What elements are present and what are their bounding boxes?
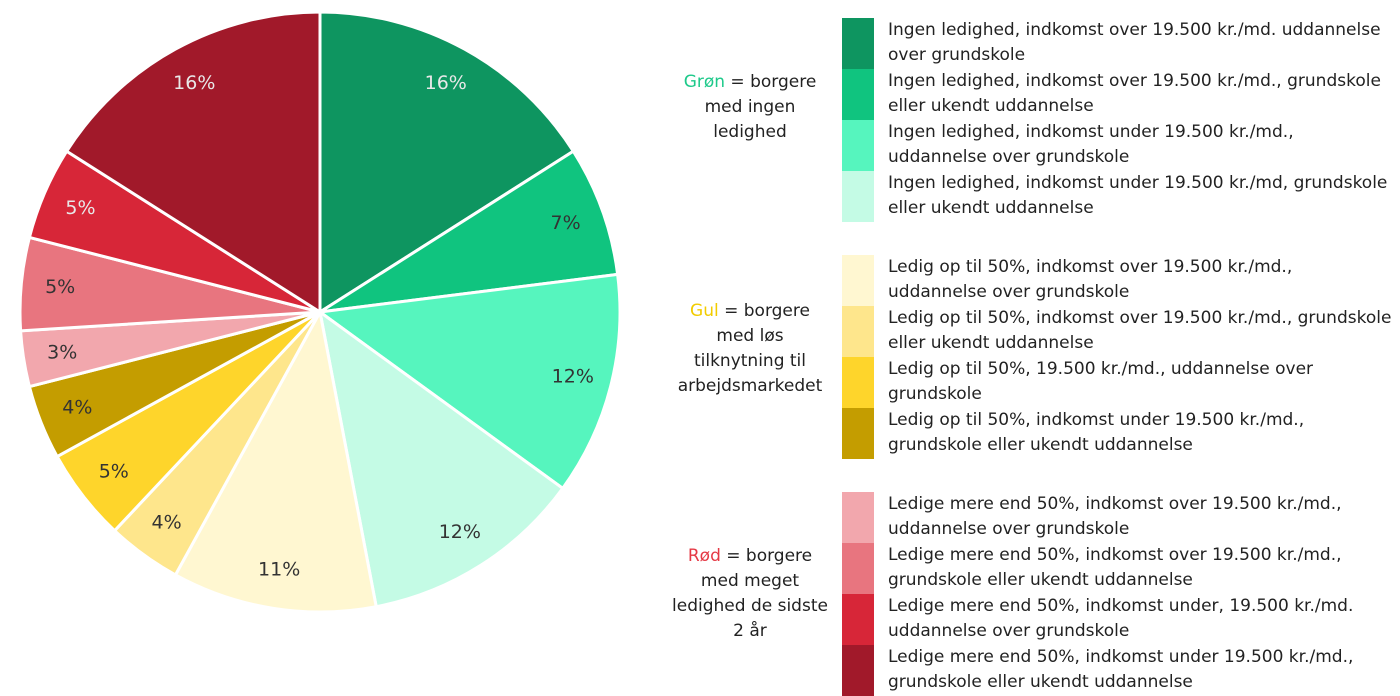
slice-label: 16%: [425, 72, 467, 94]
slice-label: 3%: [47, 341, 77, 363]
group-label: Rød = borgere med meget ledighed de sids…: [670, 544, 830, 644]
slice-label: 11%: [258, 558, 300, 580]
group-text: = borgere med ingen ledighed: [704, 72, 817, 142]
legend-label: Ledige mere end 50%, indkomst over 19.50…: [888, 494, 1342, 539]
legend-swatch: [842, 492, 874, 543]
slice-label: 5%: [65, 197, 95, 219]
legend-label: Ingen ledighed, indkomst under 19.500 kr…: [888, 173, 1388, 218]
slice-label: 7%: [550, 212, 580, 234]
slice-label: 5%: [45, 276, 75, 298]
legend-label: Ledig op til 50%, indkomst over 19.500 k…: [888, 308, 1392, 353]
pie-slice: [318, 10, 576, 315]
legend-swatch: [842, 18, 874, 69]
group-name: Grøn: [683, 72, 726, 92]
group-name: Rød: [687, 546, 721, 566]
legend-swatch: [842, 255, 874, 306]
group-text: = borgere med meget ledighed de sidste 2…: [672, 546, 828, 641]
legend-label: Ledig op til 50%, indkomst under 19.500 …: [888, 410, 1305, 455]
legend-label: Ledige mere end 50%, indkomst over 19.50…: [888, 545, 1342, 590]
slice-label: 4%: [152, 512, 182, 534]
group-label: Gul = borgere med løs tilknytning til ar…: [670, 299, 830, 399]
legend-swatch: [842, 171, 874, 222]
pie-chart: 16% 7% 12% 12% 11% 4% 5% 4% 3% 5% 5% 16%: [18, 10, 622, 614]
legend-swatch: [842, 645, 874, 696]
slice-label: 12%: [439, 521, 481, 543]
pie-slice: [173, 307, 378, 614]
group-name: Gul: [690, 301, 719, 321]
slice-label: 4%: [62, 397, 92, 419]
legend-swatch: [842, 543, 874, 594]
pie-slice: [316, 272, 622, 491]
legend-label: Ledig op til 50%, indkomst over 19.500 k…: [888, 257, 1293, 302]
legend-swatch: [842, 306, 874, 357]
legend-label: Ledig op til 50%, 19.500 kr./md., uddann…: [888, 359, 1314, 404]
group-label: Grøn = borgere med ingen ledighed: [670, 70, 830, 145]
legend-label: Ingen ledighed, indkomst over 19.500 kr.…: [888, 20, 1381, 65]
group-text: = borgere med løs tilknytning til arbejd…: [677, 301, 823, 396]
pie-slice: [64, 10, 322, 315]
legend-label: Ledige mere end 50%, indkomst under 19.5…: [888, 647, 1354, 692]
legend-swatch: [842, 69, 874, 120]
slice-label: 5%: [99, 460, 129, 482]
slice-label: 12%: [552, 365, 594, 387]
pie-slice: [317, 308, 565, 609]
legend-label: Ingen ledighed, indkomst over 19.500 kr.…: [888, 71, 1381, 116]
legend-swatch: [842, 120, 874, 171]
legend-swatch: [842, 408, 874, 459]
pie-slice: [319, 149, 620, 314]
slice-label: 16%: [173, 72, 215, 94]
legend-label: Ingen ledighed, indkomst under 19.500 kr…: [888, 122, 1294, 167]
legend-swatch: [842, 594, 874, 645]
legend-swatch: [842, 357, 874, 408]
legend-label: Ledige mere end 50%, indkomst under, 19.…: [888, 596, 1354, 641]
